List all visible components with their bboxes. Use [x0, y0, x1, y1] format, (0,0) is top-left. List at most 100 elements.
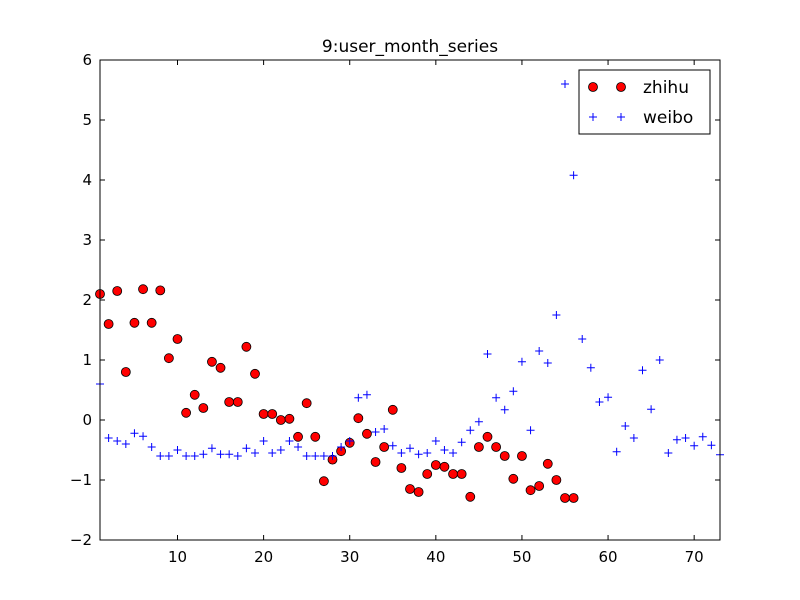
zhihu-point: [465, 491, 476, 502]
weibo-point: [328, 452, 337, 460]
weibo-point: [543, 359, 552, 367]
weibo-point: [629, 434, 638, 442]
y-tick-label: 1: [82, 351, 92, 369]
zhihu-point: [560, 493, 570, 503]
zhihu-point: [267, 409, 278, 419]
weibo-point: [121, 440, 130, 448]
zhihu-point: [430, 460, 441, 470]
weibo-point: [139, 432, 148, 441]
weibo-point: [345, 437, 354, 445]
weibo-point: [225, 450, 234, 459]
zhihu-point: [379, 442, 390, 452]
weibo-point: [561, 80, 569, 88]
data-marks: [95, 80, 724, 503]
y-tick-label: 2: [82, 291, 92, 309]
weibo-point: [302, 452, 311, 460]
x-tick-label: 10: [168, 548, 187, 566]
x-tick-label: 70: [685, 548, 704, 566]
weibo-point: [233, 452, 242, 460]
y-tick-label: 4: [82, 171, 92, 189]
weibo-point: [681, 434, 690, 442]
zhihu-point: [482, 431, 493, 442]
weibo-point: [492, 393, 501, 402]
zhihu-point: [534, 481, 545, 491]
weibo-point: [173, 446, 182, 454]
zhihu-point: [189, 389, 200, 400]
y-tick-label: 6: [82, 51, 92, 69]
weibo-point: [380, 425, 389, 433]
weibo-point: [664, 449, 673, 457]
zhihu-point: [508, 473, 519, 484]
weibo-point: [414, 450, 423, 459]
zhihu-point: [146, 317, 157, 328]
weibo-point: [388, 441, 397, 450]
x-tick-label: 40: [426, 548, 445, 566]
weibo-point: [621, 422, 630, 430]
zhihu-point: [293, 431, 303, 442]
zhihu-point: [396, 463, 407, 473]
zhihu-point: [181, 407, 192, 418]
zhihu-point: [310, 431, 321, 442]
zhihu-point: [138, 284, 148, 295]
zhihu-point: [439, 461, 450, 472]
legend-label-zhihu: zhihu: [643, 78, 689, 98]
weibo-point: [319, 452, 328, 460]
zhihu-point: [568, 493, 579, 503]
zhihu-point: [224, 397, 235, 407]
weibo-point: [526, 426, 535, 435]
weibo-point: [647, 405, 656, 414]
zhihu-point: [120, 367, 131, 377]
weibo-point: [242, 444, 251, 453]
legend-marker-weibo: [617, 113, 625, 121]
weibo-point: [397, 449, 406, 457]
weibo-point: [509, 387, 518, 396]
zhihu-point: [258, 409, 269, 419]
weibo-point: [406, 444, 414, 453]
weibo-point: [311, 452, 320, 460]
zhihu-point: [499, 451, 510, 461]
zhihu-point: [473, 442, 484, 452]
weibo-point: [431, 437, 440, 445]
weibo-point: [199, 450, 208, 459]
zhihu-point: [405, 484, 415, 494]
zhihu-point: [370, 457, 381, 467]
zhihu-point: [155, 285, 166, 296]
zhihu-point: [422, 469, 433, 479]
axis-ticks: 10 20 30 40 50 60 70 −2 −1 0 1 2 3 4 5 6: [70, 51, 720, 566]
x-tick-label: 50: [512, 548, 531, 566]
zhihu-point: [456, 469, 467, 479]
legend-marker-zhihu: [616, 82, 626, 92]
zhihu-point: [491, 442, 502, 452]
weibo-point: [251, 449, 259, 457]
weibo-point: [362, 390, 371, 399]
weibo-point: [190, 452, 199, 460]
y-tick-label: 3: [82, 231, 92, 249]
weibo-point: [672, 435, 681, 444]
zhihu-point: [318, 476, 329, 487]
weibo-point: [276, 446, 285, 454]
plot-frame: [99, 59, 721, 541]
x-tick-label: 20: [254, 548, 273, 566]
weibo-point: [466, 426, 475, 435]
weibo-point: [604, 393, 613, 402]
weibo-point: [517, 357, 526, 366]
zhihu-point: [207, 356, 217, 367]
weibo-point: [164, 452, 173, 460]
weibo-point: [423, 449, 432, 457]
zhihu-point: [525, 485, 536, 496]
weibo-point: [474, 417, 483, 426]
weibo-point: [612, 447, 621, 456]
zhihu-point: [232, 397, 243, 407]
legend-box: [578, 69, 711, 135]
weibo-point: [207, 444, 216, 453]
weibo-point: [294, 443, 303, 451]
zhihu-point: [163, 353, 174, 364]
weibo-point: [354, 393, 363, 402]
weibo-point: [552, 311, 561, 319]
weibo-point: [285, 437, 294, 445]
series-zhihu: [95, 284, 579, 503]
zhihu-point: [362, 428, 372, 439]
legend-marker-zhihu: [588, 82, 598, 92]
weibo-point: [500, 405, 509, 414]
y-tick-label: −2: [70, 531, 92, 549]
